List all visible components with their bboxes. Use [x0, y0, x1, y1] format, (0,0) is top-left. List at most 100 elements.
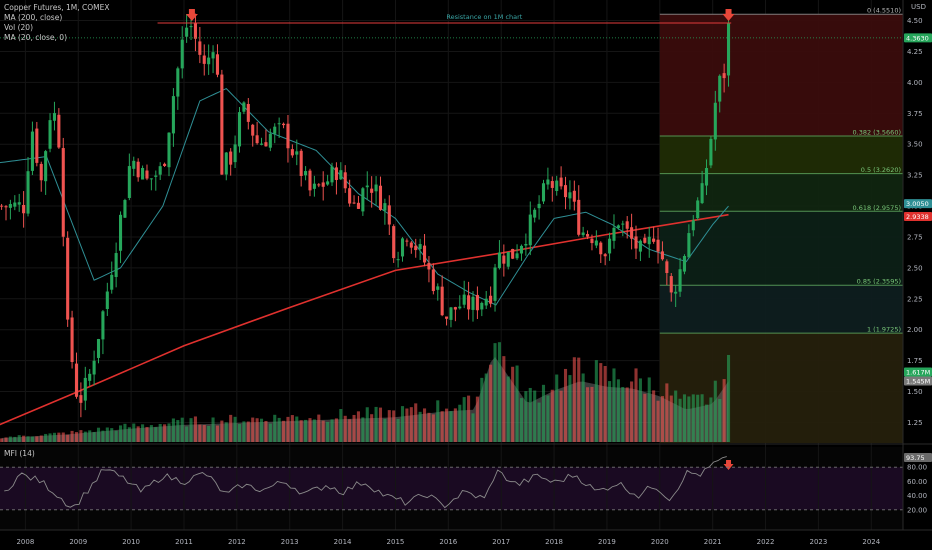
volume-bar — [88, 430, 92, 442]
candle-body — [467, 295, 471, 310]
volume-bar — [66, 434, 70, 442]
price-tag-bg — [904, 212, 932, 222]
candle-body — [251, 124, 255, 136]
volume-bar — [273, 414, 277, 442]
fib-zone — [659, 136, 903, 174]
volume-bar — [647, 377, 651, 442]
volume-bar — [480, 377, 484, 442]
down-arrow-icon — [723, 460, 734, 470]
candle-body — [480, 302, 484, 310]
volume-bar — [132, 423, 136, 442]
candle-body — [700, 183, 704, 204]
candle-body — [88, 373, 92, 381]
volume-bar — [83, 431, 87, 442]
volume-bar — [440, 411, 444, 442]
volume-bar — [599, 363, 603, 442]
volume-bar — [383, 418, 387, 442]
volume-bar — [568, 375, 572, 442]
candle-body — [145, 170, 149, 179]
volume-bar — [630, 381, 634, 442]
candle-body — [202, 55, 206, 64]
candle-body — [74, 363, 79, 397]
volume-bar — [202, 424, 206, 442]
candle-body — [682, 255, 687, 272]
legend-vol: Vol (20) — [4, 23, 34, 32]
volume-bar — [594, 360, 598, 442]
volume-bar — [185, 426, 189, 442]
candle-body — [497, 252, 501, 269]
chart-legend: Copper Futures, 1M, COMEX MA (200, close… — [4, 3, 110, 43]
candle-body — [229, 151, 233, 165]
candle-body — [506, 252, 510, 267]
volume-bar — [431, 414, 435, 442]
price-tick-label: 1.25 — [907, 419, 923, 427]
candle-body — [242, 102, 246, 112]
resistance-label: Resistance on 1M chart — [446, 13, 522, 21]
candle-body — [594, 240, 598, 246]
candle-body — [400, 238, 405, 257]
candle-body — [163, 163, 167, 166]
candle-body — [669, 276, 673, 293]
candle-body — [308, 170, 312, 191]
price-tick-label: 4.25 — [907, 48, 923, 56]
candle-body — [0, 205, 4, 207]
candle-body — [110, 274, 114, 290]
candle-body — [8, 204, 12, 208]
candle-body — [70, 317, 74, 362]
volume-bar — [154, 427, 158, 442]
price-tick-label: 3.75 — [907, 110, 923, 118]
volume-bar — [339, 409, 343, 442]
candle-body — [502, 255, 506, 264]
candle-body — [96, 339, 101, 358]
candle-body — [176, 68, 180, 97]
volume-bar — [669, 395, 673, 442]
candle-body — [365, 185, 369, 188]
volume-bar — [163, 424, 167, 442]
fib-zone — [659, 14, 903, 137]
volume-bar — [57, 432, 61, 442]
price-tick-label: 3.50 — [907, 141, 923, 149]
volume-bar — [123, 423, 127, 442]
volume-series — [0, 342, 731, 442]
volume-bar — [352, 414, 356, 442]
candle-body — [586, 234, 590, 237]
volume-bar — [215, 425, 220, 442]
candle-body — [383, 203, 387, 211]
volume-bar — [114, 430, 118, 442]
candle-body — [326, 181, 330, 185]
candle-body — [660, 251, 664, 260]
volume-bar — [511, 366, 515, 442]
price-tag: 1.617M — [904, 367, 932, 377]
candle-body — [581, 232, 585, 236]
volume-bar — [559, 390, 563, 442]
candle-body — [348, 188, 352, 204]
volume-bar — [268, 423, 272, 442]
mfi-tag-bg — [904, 452, 932, 462]
volume-bar — [61, 432, 65, 442]
candle-body — [559, 177, 563, 187]
volume-bar — [259, 418, 264, 442]
candle-body — [489, 295, 493, 304]
price-tick-label: 1.50 — [907, 388, 923, 396]
volume-bar — [312, 419, 316, 442]
price-tag: 4.3630 — [904, 33, 932, 43]
mfi-tag: 93.75 — [904, 452, 932, 462]
time-tick-label: 2019 — [598, 538, 616, 546]
mfi-tag-label: 93.75 — [906, 454, 925, 462]
candle-body — [255, 135, 259, 144]
candle-body — [440, 286, 444, 316]
volume-bar — [484, 373, 488, 442]
candle-body — [519, 245, 524, 254]
volume-bar — [79, 430, 83, 442]
volume-bar — [682, 394, 687, 442]
volume-bar — [612, 368, 616, 442]
price-tag-bg — [904, 33, 932, 43]
price-tick-label: 2.25 — [907, 295, 923, 303]
volume-bar — [343, 415, 347, 442]
volume-bar — [718, 398, 722, 442]
candle-body — [550, 181, 554, 188]
candle-body — [656, 239, 660, 252]
volume-bar — [229, 414, 233, 442]
